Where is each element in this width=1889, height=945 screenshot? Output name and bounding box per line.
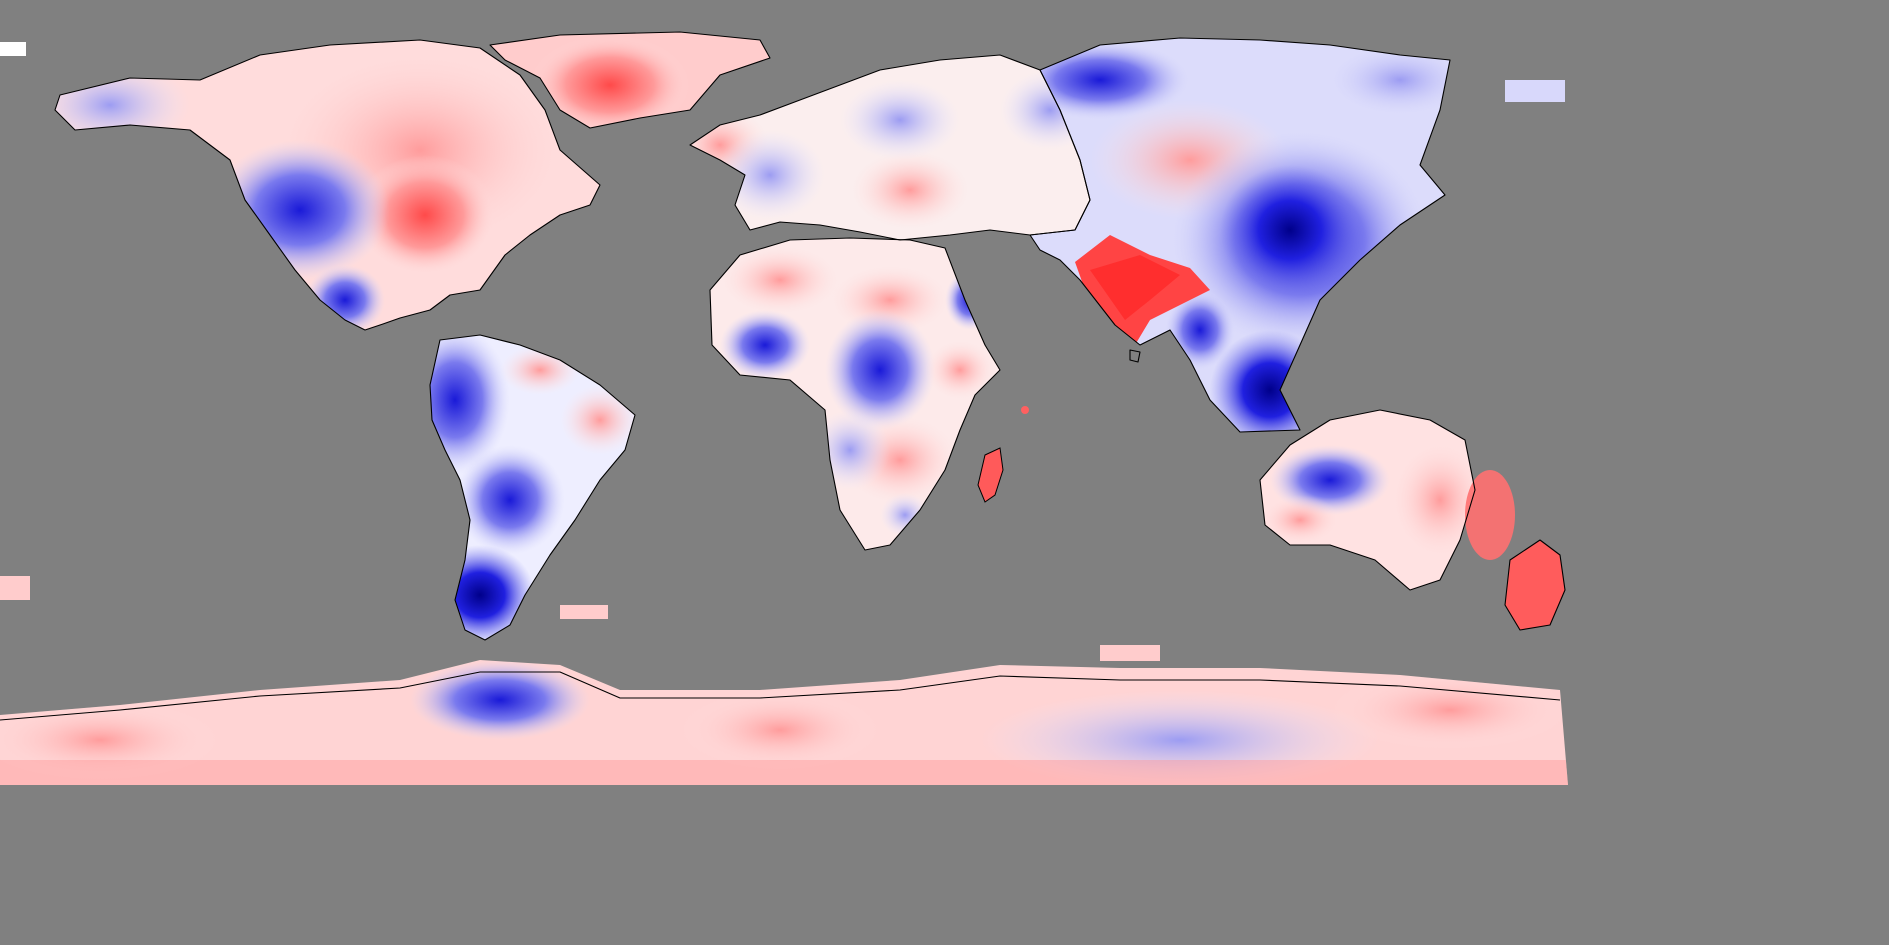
fragment-southwest	[0, 576, 30, 600]
warm-patch-tasman	[1465, 470, 1515, 560]
fragment-kamchatka	[1505, 80, 1565, 102]
fragment-southern-ocean	[1100, 645, 1160, 661]
region-new-zealand	[1505, 540, 1565, 630]
fragment-alaska-west	[0, 42, 26, 56]
island-mauritius	[1021, 406, 1029, 414]
coastlines	[0, 31, 1566, 721]
region-madagascar	[977, 447, 1004, 503]
fragment-south-atlantic	[560, 605, 608, 619]
